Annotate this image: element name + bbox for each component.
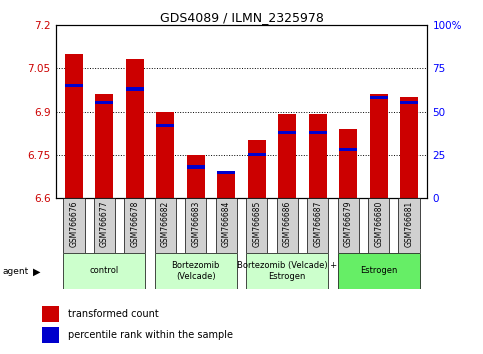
Bar — [95, 101, 114, 104]
Bar — [278, 114, 297, 198]
Bar — [155, 253, 237, 289]
Bar — [278, 131, 297, 134]
Bar — [186, 165, 205, 169]
Text: GSM766686: GSM766686 — [283, 200, 292, 247]
Bar — [63, 198, 85, 253]
Bar — [368, 198, 389, 253]
Bar — [185, 198, 206, 253]
Text: GSM766677: GSM766677 — [100, 200, 109, 247]
Bar — [246, 198, 268, 253]
Text: Bortezomib (Velcade) +
Estrogen: Bortezomib (Velcade) + Estrogen — [237, 261, 337, 280]
Bar — [63, 253, 145, 289]
Bar — [126, 87, 144, 91]
Bar — [156, 124, 174, 127]
Text: GSM766684: GSM766684 — [222, 200, 231, 247]
Bar — [43, 306, 59, 321]
Text: GSM766679: GSM766679 — [344, 200, 353, 247]
Bar — [369, 94, 388, 198]
Bar — [65, 54, 83, 198]
Text: Bortezomib
(Velcade): Bortezomib (Velcade) — [171, 261, 220, 280]
Text: GSM766685: GSM766685 — [252, 200, 261, 247]
Bar — [186, 155, 205, 198]
Bar — [248, 141, 266, 198]
Bar — [398, 198, 420, 253]
Bar — [43, 327, 59, 343]
Bar — [65, 84, 83, 87]
Bar — [217, 172, 235, 198]
Bar — [248, 153, 266, 156]
Text: GSM766678: GSM766678 — [130, 200, 139, 247]
Text: GSM766680: GSM766680 — [374, 200, 383, 247]
Bar — [309, 131, 327, 134]
Text: GSM766676: GSM766676 — [70, 200, 78, 247]
Text: GSM766682: GSM766682 — [161, 200, 170, 247]
Bar — [400, 97, 418, 198]
Bar — [309, 114, 327, 198]
Bar — [217, 171, 235, 174]
Title: GDS4089 / ILMN_2325978: GDS4089 / ILMN_2325978 — [159, 11, 324, 24]
Text: Estrogen: Estrogen — [360, 266, 398, 275]
Bar — [126, 59, 144, 198]
Text: agent: agent — [2, 267, 28, 276]
Text: transformed count: transformed count — [68, 309, 158, 319]
Bar — [338, 253, 420, 289]
Text: GSM766681: GSM766681 — [405, 200, 413, 247]
Bar — [339, 148, 357, 151]
Bar — [246, 253, 328, 289]
Text: GSM766683: GSM766683 — [191, 200, 200, 247]
Text: ▶: ▶ — [33, 267, 41, 277]
Text: percentile rank within the sample: percentile rank within the sample — [68, 330, 233, 341]
Bar — [369, 96, 388, 99]
Bar — [95, 94, 114, 198]
Bar — [156, 112, 174, 198]
Bar — [124, 198, 145, 253]
Bar — [155, 198, 176, 253]
Bar — [338, 198, 359, 253]
Bar — [94, 198, 115, 253]
Bar — [400, 101, 418, 104]
Bar — [215, 198, 237, 253]
Bar — [307, 198, 328, 253]
Text: GSM766687: GSM766687 — [313, 200, 322, 247]
Bar — [277, 198, 298, 253]
Bar — [339, 129, 357, 198]
Text: control: control — [90, 266, 119, 275]
